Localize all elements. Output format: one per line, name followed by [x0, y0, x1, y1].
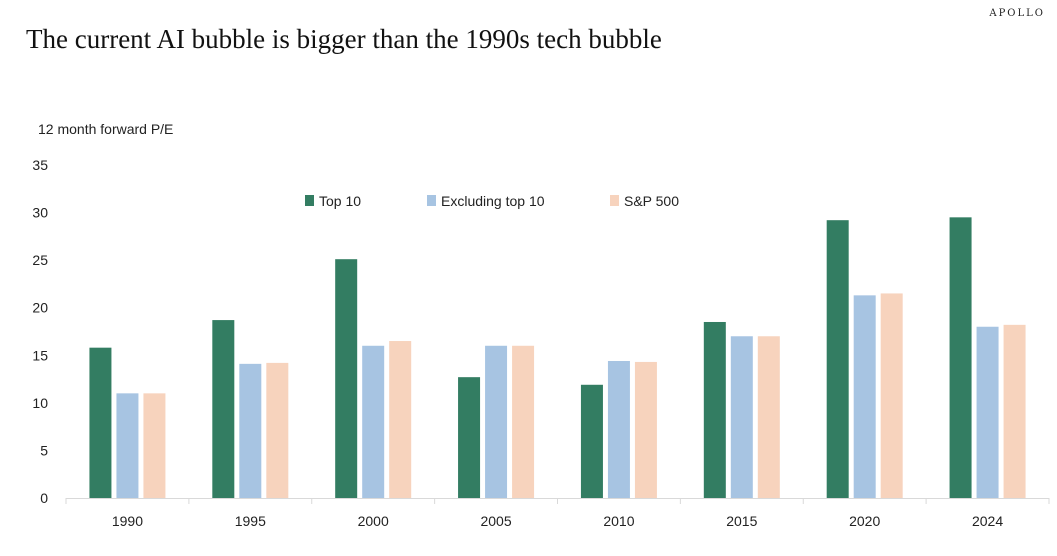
x-tick-label: 1995	[235, 513, 266, 529]
bar-2015-series-0	[703, 321, 726, 498]
legend-swatch-0	[305, 195, 314, 206]
bar-2005-series-0	[458, 377, 481, 498]
bar-2000-series-0	[335, 259, 358, 498]
legend-swatch-1	[427, 195, 436, 206]
x-tick-label: 2005	[480, 513, 511, 529]
legend-label-1: Excluding top 10	[441, 193, 545, 209]
x-tick-label: 2015	[726, 513, 757, 529]
bar-2010-series-0	[580, 384, 603, 498]
y-tick-label: 30	[32, 205, 48, 221]
bar-2015-series-2	[757, 336, 780, 498]
bar-2020-series-1	[853, 295, 876, 498]
y-axis-label: 12 month forward P/E	[38, 121, 173, 137]
y-tick-label: 0	[40, 490, 48, 506]
legend-swatch-2	[610, 195, 619, 206]
bar-2024-series-0	[949, 217, 972, 499]
bar-2015-series-1	[730, 336, 753, 498]
bar-2000-series-2	[389, 341, 412, 498]
bar-2024-series-1	[976, 326, 999, 498]
chart-title: The current AI bubble is bigger than the…	[26, 24, 662, 54]
legend: Top 10 Excluding top 10 S&P 500	[305, 193, 679, 209]
y-tick-label: 35	[32, 157, 48, 173]
bars	[89, 217, 1026, 499]
y-tick-label: 5	[40, 442, 48, 458]
bar-2005-series-1	[485, 345, 508, 498]
bar-2024-series-2	[1003, 324, 1026, 498]
bar-1995-series-0	[212, 320, 235, 498]
bar-1995-series-2	[266, 362, 289, 498]
bar-1990-series-0	[89, 347, 112, 498]
bar-2005-series-2	[512, 345, 535, 498]
y-tick-label: 10	[32, 395, 48, 411]
bar-1990-series-1	[116, 393, 139, 498]
bar-2000-series-1	[362, 345, 385, 498]
bar-2010-series-2	[634, 361, 657, 498]
x-axis-ticks: 1990 1995 2000 2005 2010 2015 2020 2024	[65, 498, 1050, 529]
bar-1995-series-1	[239, 363, 262, 498]
legend-label-2: S&P 500	[624, 193, 679, 209]
x-tick-label: 1990	[112, 513, 143, 529]
brand-logo: APOLLO	[989, 8, 1045, 19]
legend-label-0: Top 10	[319, 193, 361, 209]
bar-2010-series-1	[607, 360, 630, 498]
x-tick-label: 2024	[972, 513, 1003, 529]
bar-2020-series-2	[880, 293, 903, 498]
bar-2020-series-0	[826, 220, 849, 498]
y-tick-label: 20	[32, 300, 48, 316]
x-tick-label: 2010	[603, 513, 634, 529]
y-tick-label: 25	[32, 252, 48, 268]
bar-1990-series-2	[143, 393, 166, 498]
y-axis-ticks: 0 5 10 15 20 25 30 35	[32, 157, 48, 506]
x-tick-label: 2020	[849, 513, 880, 529]
y-tick-label: 15	[32, 347, 48, 363]
x-tick-label: 2000	[358, 513, 389, 529]
